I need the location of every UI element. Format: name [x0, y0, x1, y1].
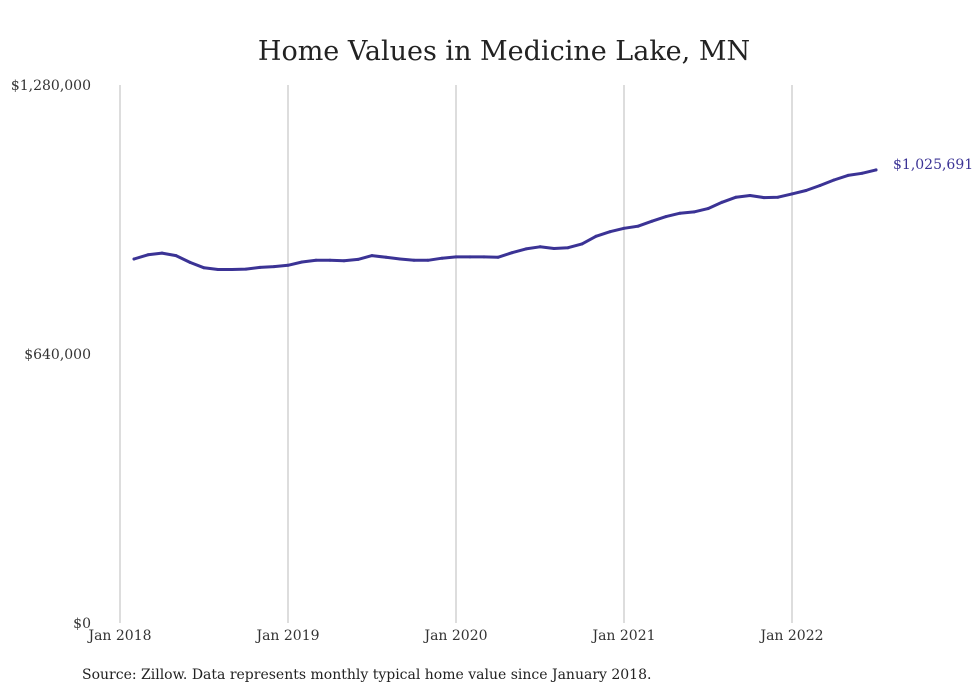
data-point [790, 192, 794, 196]
data-point [314, 258, 318, 262]
data-point [748, 194, 752, 197]
y-tick-label: $640,000 [24, 347, 91, 363]
data-point [608, 230, 612, 234]
data-point [188, 260, 192, 264]
data-point [146, 253, 150, 257]
y-tick-label: $1,280,000 [11, 78, 91, 94]
data-point [524, 247, 528, 251]
data-point [818, 184, 822, 187]
data-point [202, 266, 206, 270]
x-tick-label: Jan 2021 [590, 628, 655, 644]
data-point [398, 257, 402, 261]
series-layer: $1,025,691 [132, 157, 973, 271]
data-point [244, 267, 248, 271]
chart-title: Home Values in Medicine Lake, MN [258, 36, 750, 67]
end-value-label: $1,025,691 [893, 157, 973, 173]
data-point [566, 246, 570, 250]
source-note: Source: Zillow. Data represents monthly … [82, 667, 652, 683]
data-point [776, 195, 780, 199]
data-point [440, 256, 444, 260]
data-point [216, 268, 220, 271]
data-point [678, 211, 682, 215]
data-point [160, 251, 164, 255]
data-point [174, 254, 178, 258]
data-point [832, 178, 836, 182]
data-point [580, 242, 584, 246]
data-point [342, 259, 346, 263]
data-point [804, 189, 808, 192]
data-point [720, 200, 724, 204]
x-tick-label: Jan 2018 [86, 628, 151, 644]
data-point [762, 196, 766, 200]
x-tick-label: Jan 2019 [254, 628, 319, 644]
data-point [622, 226, 626, 230]
x-tick-label: Jan 2020 [422, 628, 487, 644]
data-point [496, 255, 500, 259]
data-point [650, 219, 654, 223]
data-point [272, 265, 276, 269]
gridlines [119, 85, 793, 623]
y-tick-label: $0 [73, 616, 91, 632]
data-point [846, 173, 850, 177]
data-point [706, 207, 710, 211]
data-point [426, 258, 430, 262]
data-point [286, 263, 290, 267]
series-line [132, 168, 878, 271]
data-point [454, 255, 458, 259]
y-axis-ticks: $0 $640,000 $1,280,000 [11, 78, 91, 632]
data-point [132, 257, 136, 261]
data-point [538, 245, 542, 249]
data-point [384, 255, 388, 259]
data-point [510, 251, 514, 255]
data-point [636, 224, 640, 228]
x-tick-label: Jan 2022 [758, 628, 823, 644]
data-point [300, 260, 304, 264]
data-point [356, 257, 360, 261]
data-point [412, 258, 416, 262]
data-point [552, 247, 556, 250]
data-point [594, 234, 598, 238]
data-point [370, 254, 374, 258]
data-point [258, 265, 262, 269]
data-point [230, 268, 234, 271]
data-point [482, 255, 486, 259]
data-point [874, 168, 878, 172]
data-point [664, 215, 668, 219]
x-axis-ticks: Jan 2018 Jan 2019 Jan 2020 Jan 2021 Jan 2022 [86, 628, 823, 644]
data-point [692, 210, 696, 214]
data-point [328, 258, 332, 262]
data-point [468, 255, 472, 259]
data-point [860, 171, 864, 175]
data-point [734, 195, 738, 199]
